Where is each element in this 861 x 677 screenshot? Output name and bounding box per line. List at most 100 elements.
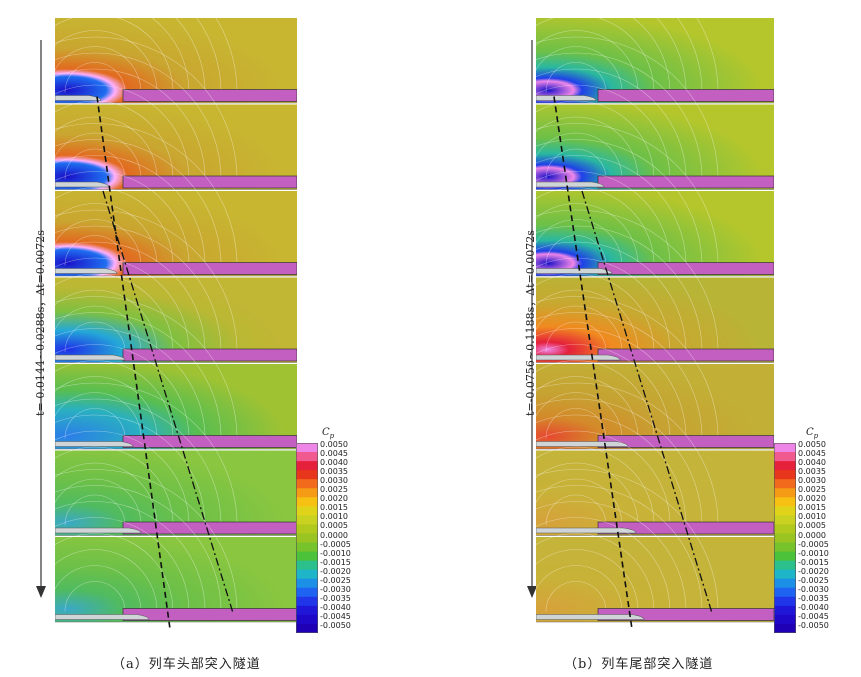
colorbar-tick-label: 0.0020 <box>798 494 826 504</box>
colorbar-tick-label: -0.0035 <box>320 593 351 603</box>
colorbar-swatch <box>774 497 796 507</box>
colorbar-swatch <box>296 461 318 471</box>
caption-a: （a）列车头部突入隧道 <box>112 657 261 672</box>
colorbar-swatch <box>296 623 318 633</box>
contour-frame <box>55 123 297 277</box>
colorbar-tick-label: -0.0015 <box>798 557 829 567</box>
contour-frames-b <box>536 18 774 630</box>
colorbar-tick-label: 0.0000 <box>798 530 826 540</box>
colorbar-tick-label: 0.0010 <box>798 512 826 522</box>
colorbar-tick-label: -0.0015 <box>320 557 351 567</box>
colorbar-swatch <box>774 560 796 571</box>
colorbar-swatch <box>774 587 796 598</box>
caption-b: （b）列车尾部突入隧道 <box>564 657 714 672</box>
colorbar-swatch <box>296 533 318 544</box>
colorbar-swatch <box>774 605 796 616</box>
colorbar-tick-label: 0.0005 <box>798 521 826 531</box>
colorbar-tick-label: 0.0030 <box>320 476 348 486</box>
colorbar-tick-label: -0.0025 <box>798 575 829 585</box>
contour-frame <box>536 296 774 450</box>
colorbar-tick-label: 0.0030 <box>798 476 826 486</box>
colorbar-swatch <box>296 596 318 607</box>
contour-frame <box>536 36 774 190</box>
colorbar-tick-label: 0.0015 <box>320 503 348 513</box>
contour-frame <box>536 469 774 623</box>
colorbar-swatch <box>296 569 318 580</box>
colorbar-swatch <box>296 488 318 498</box>
contour-frame <box>55 209 297 363</box>
colorbar-tick-label: -0.0040 <box>320 602 351 612</box>
colorbar-swatch <box>296 542 318 553</box>
colorbar-tick-label: -0.0010 <box>320 548 351 558</box>
colorbar-tick-label: 0.0000 <box>320 530 348 540</box>
colorbar-tick-label: 0.0050 <box>320 440 348 449</box>
contour-frame <box>55 36 297 190</box>
colorbar-tick-label: 0.0045 <box>320 449 348 459</box>
colorbar-tick-label: 0.0025 <box>320 485 348 495</box>
colorbar-tick-label: -0.0045 <box>320 611 351 621</box>
colorbar-tick-label: -0.0020 <box>798 566 829 576</box>
colorbar-tick-label: 0.0020 <box>320 494 348 504</box>
colorbar-tick-label: 0.0015 <box>798 503 826 513</box>
colorbar-swatch <box>774 461 796 471</box>
colorbar-swatch <box>774 452 796 462</box>
legend-title-a: Cp <box>322 427 335 440</box>
colorbar-tick-label: 0.0040 <box>798 458 826 468</box>
colorbar-swatch <box>774 470 796 480</box>
colorbar-tick-label: -0.0025 <box>320 575 351 585</box>
colorbar-tick-label: -0.0005 <box>320 539 351 549</box>
tracking-line-dashdot <box>581 190 713 614</box>
colorbar-swatch <box>296 614 318 625</box>
colorbar-swatch <box>774 488 796 498</box>
colorbar-tick-label: -0.0035 <box>798 593 829 603</box>
colorbar-swatch <box>296 605 318 616</box>
colorbar-b <box>774 443 796 633</box>
colorbar-tick-label: -0.0010 <box>798 548 829 558</box>
colorbar-swatch <box>296 587 318 598</box>
colorbar-swatch <box>774 551 796 562</box>
colorbar-swatch <box>296 452 318 462</box>
colorbar-swatch <box>774 443 796 453</box>
colorbar-swatch <box>774 542 796 553</box>
colorbar-tick-label: -0.0040 <box>798 602 829 612</box>
colorbar-swatch <box>296 506 318 516</box>
contour-frame <box>536 209 774 363</box>
colorbar-tick-label: -0.0020 <box>320 566 351 576</box>
colorbar-swatch <box>296 479 318 489</box>
contour-frame <box>55 382 297 536</box>
time-arrow-b <box>527 40 537 598</box>
colorbar-tick-label: 0.0025 <box>798 485 826 495</box>
colorbar-tick-label: 0.0035 <box>798 467 826 477</box>
colorbar-swatch <box>296 578 318 589</box>
colorbar-tick-label: -0.0030 <box>798 584 829 594</box>
colorbar-swatch <box>296 470 318 480</box>
colorbar-tick-label: 0.0005 <box>320 521 348 531</box>
colorbar-tick-label: -0.0030 <box>320 584 351 594</box>
colorbar-tick-label: -0.0050 <box>798 621 829 630</box>
colorbar-tick-label: 0.0040 <box>320 458 348 468</box>
colorbar-a <box>296 443 318 633</box>
contour-frame <box>536 18 774 104</box>
contour-frame <box>55 469 297 623</box>
colorbar-swatch <box>774 569 796 580</box>
colorbar-tick-label: 0.0010 <box>320 512 348 522</box>
colorbar-swatch <box>774 578 796 589</box>
time-arrow-a <box>36 40 46 598</box>
colorbar-swatch <box>296 497 318 507</box>
colorbar-tick-label: -0.0005 <box>798 539 829 549</box>
colorbar-swatch <box>774 479 796 489</box>
colorbar-tick-label: -0.0050 <box>320 621 351 630</box>
colorbar-tick-label: -0.0045 <box>798 611 829 621</box>
colorbar-swatch <box>774 515 796 525</box>
contour-frame <box>55 296 297 450</box>
colorbar-swatch <box>296 560 318 571</box>
colorbar-swatch <box>296 524 318 534</box>
legend-title-b: Cp <box>806 427 819 440</box>
colorbar-tick-label: 0.0045 <box>798 449 826 459</box>
colorbar-tick-label: 0.0050 <box>798 440 826 449</box>
colorbar-swatch <box>296 551 318 562</box>
colorbar-swatch <box>774 506 796 516</box>
colorbar-swatch <box>774 524 796 534</box>
contour-frame <box>55 18 297 104</box>
colorbar-swatch <box>774 533 796 544</box>
